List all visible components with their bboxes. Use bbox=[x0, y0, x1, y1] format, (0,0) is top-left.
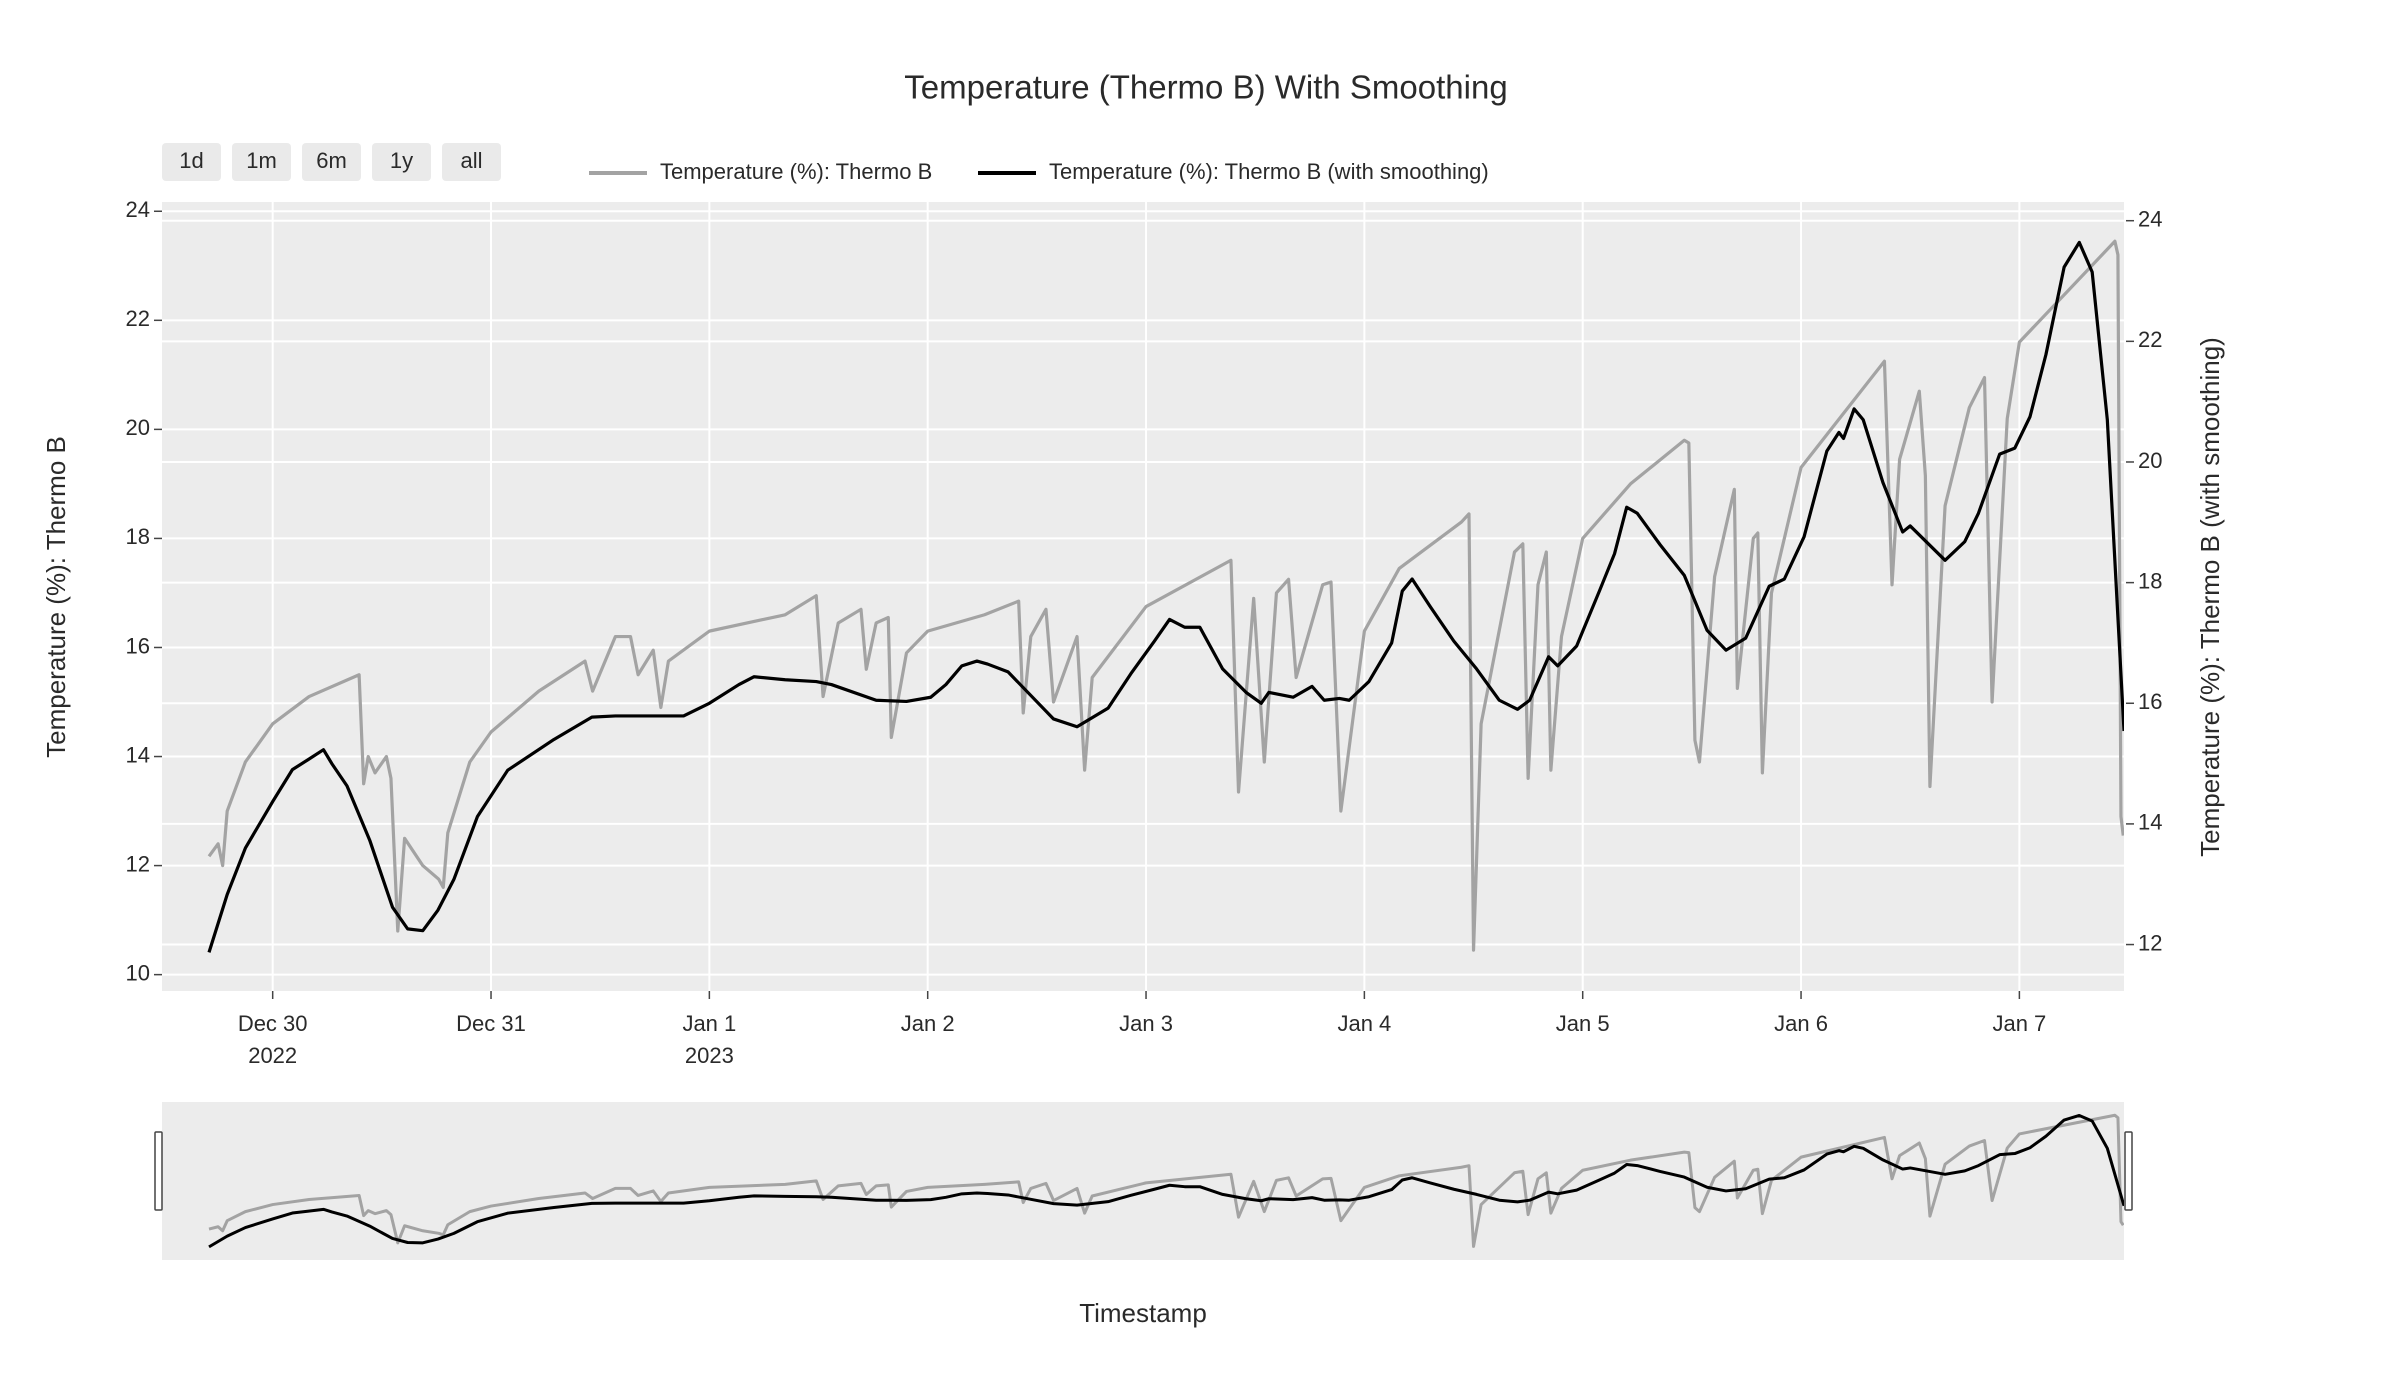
series-line bbox=[207, 239, 2124, 952]
y-tick-label: 20 bbox=[126, 415, 150, 440]
y2-tick-label: 18 bbox=[2138, 568, 2162, 593]
range-button-label[interactable]: all bbox=[460, 148, 482, 173]
x-tick-label: Jan 6 bbox=[1774, 1011, 1828, 1036]
x-tick-label: Jan 4 bbox=[1337, 1011, 1391, 1036]
y2-axis-title: Temperature (%): Thermo B (with smoothin… bbox=[2195, 337, 2225, 857]
range-button-label[interactable]: 1d bbox=[179, 148, 203, 173]
y-tick-label: 14 bbox=[126, 742, 150, 767]
x-tick-label: Jan 5 bbox=[1556, 1011, 1610, 1036]
y-tick-label: 16 bbox=[126, 633, 150, 658]
range-slider-handle[interactable] bbox=[154, 1131, 163, 1211]
x-tick-label: Jan 7 bbox=[1992, 1011, 2046, 1036]
range-slider-background[interactable] bbox=[162, 1102, 2124, 1260]
range-button-label[interactable]: 6m bbox=[316, 148, 347, 173]
x-tick-label: Jan 1 2023 bbox=[682, 1011, 736, 1068]
x-tick-label: Dec 30 2022 bbox=[238, 1011, 308, 1068]
range-button[interactable] bbox=[372, 143, 431, 181]
y2-tick-label: 20 bbox=[2138, 448, 2162, 473]
legend-label[interactable]: Temperature (%): Thermo B bbox=[660, 159, 932, 184]
y-tick-label: 24 bbox=[126, 197, 150, 222]
y2-tick-label: 24 bbox=[2138, 207, 2162, 232]
x-tick-label: Jan 3 bbox=[1119, 1011, 1173, 1036]
range-button[interactable] bbox=[232, 143, 291, 181]
range-slider-lines bbox=[208, 1113, 2124, 1249]
plot-lines bbox=[207, 239, 2124, 953]
axes: Dec 30 2022 Dec 31 Jan 1 2023 Jan 2 Jan 3 Jan 4… bbox=[126, 143, 2162, 1211]
y-tick-label: 12 bbox=[126, 851, 150, 876]
chart-title: Temperature (Thermo B) With Smoothing bbox=[904, 69, 1507, 106]
y2-tick-label: 14 bbox=[2138, 810, 2162, 835]
y-tick-label: 22 bbox=[126, 306, 150, 331]
range-button-label[interactable]: 1y bbox=[390, 148, 413, 173]
slider-series-line bbox=[208, 1113, 2124, 1248]
y-tick-label: 10 bbox=[126, 960, 150, 985]
plot-background bbox=[162, 202, 2124, 991]
range-button[interactable] bbox=[162, 143, 221, 181]
x-tick-label: Jan 2 bbox=[901, 1011, 955, 1036]
range-slider-handle[interactable] bbox=[2124, 1131, 2133, 1211]
range-button[interactable] bbox=[442, 143, 501, 181]
y2-tick-label: 16 bbox=[2138, 689, 2162, 714]
y2-tick-label: 12 bbox=[2138, 930, 2162, 955]
series-line bbox=[207, 240, 2124, 953]
y-axis-title: Temperature (%): Thermo B bbox=[41, 436, 71, 758]
legend-label[interactable]: Temperature (%): Thermo B (with smoothin… bbox=[1049, 159, 1489, 184]
x-tick-label: Dec 31 bbox=[456, 1011, 526, 1036]
range-button-label[interactable]: 1m bbox=[246, 148, 277, 173]
slider-series-line bbox=[208, 1113, 2124, 1249]
x-axis-title: Timestamp bbox=[1079, 1298, 1207, 1328]
y2-tick-label: 22 bbox=[2138, 327, 2162, 352]
grid bbox=[162, 202, 2124, 991]
range-button[interactable] bbox=[302, 143, 361, 181]
y-tick-label: 18 bbox=[126, 524, 150, 549]
